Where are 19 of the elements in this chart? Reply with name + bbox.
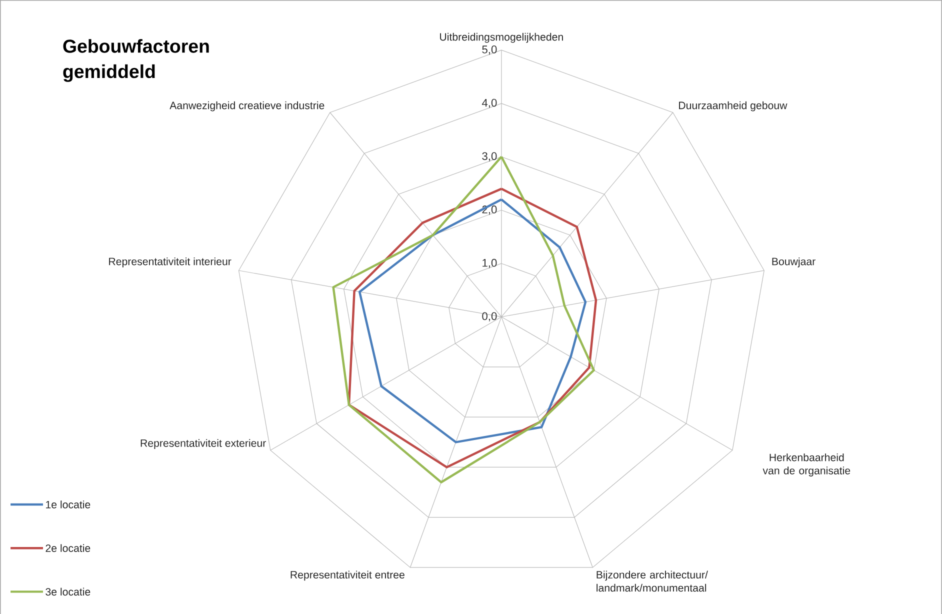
legend-label: 1e locatie — [46, 500, 90, 508]
y-tick-label: 4,0 — [482, 98, 497, 108]
spoke-label: Bouwjaar — [772, 257, 816, 268]
spoke-label: Bijzondere architectuur/ landmark/monumentaal — [596, 570, 708, 592]
spoke-label: Representativiteit exterieur — [140, 438, 266, 449]
legend-label: 3e locatie — [46, 588, 90, 596]
text: Gebouwfactoren gemiddeld — [63, 38, 209, 82]
y-tick-label: 3,0 — [482, 152, 497, 162]
spoke-label: Duurzaamheid gebouw — [679, 101, 788, 112]
y-tick-label: 5,0 — [482, 45, 497, 54]
spoke-label: Representativiteit interieur — [109, 257, 232, 268]
spoke-label: Herkenbaarheid van de organisatie — [762, 453, 850, 476]
y-tick-label: 0,0 — [482, 312, 497, 322]
legend-label: 2e locatie — [46, 544, 90, 552]
y-tick-label: 1,0 — [482, 258, 497, 268]
spoke-label: Representativiteit entree — [290, 570, 404, 580]
spoke-label: Uitbreidingsmogelijkheden — [440, 32, 563, 43]
spoke-label: Aanwezigheid creatieve industrie — [170, 101, 324, 112]
y-tick-label: 2,0 — [482, 205, 497, 215]
